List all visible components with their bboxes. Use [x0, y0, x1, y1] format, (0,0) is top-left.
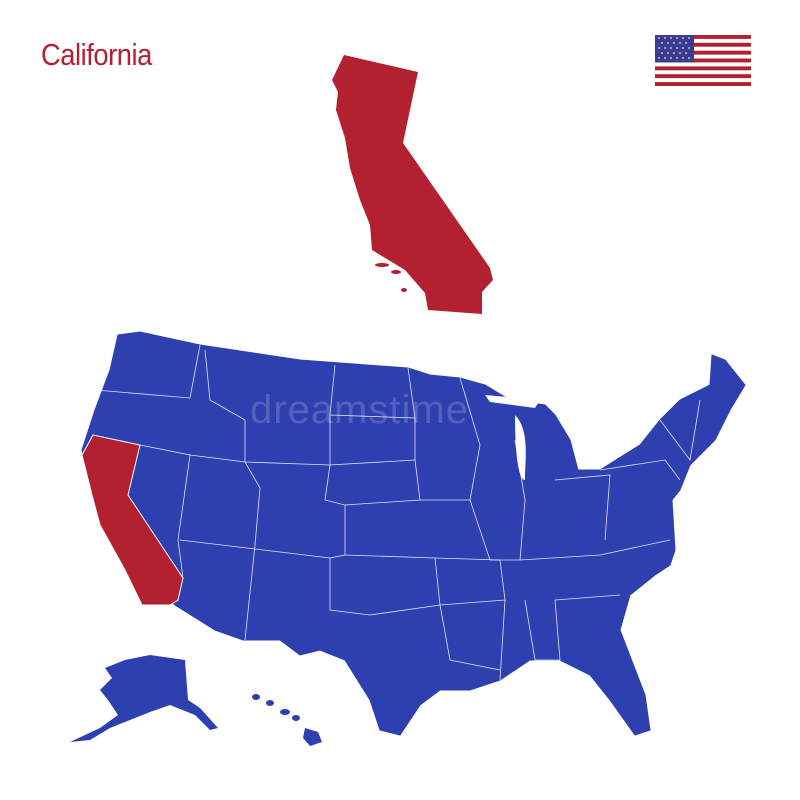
us-flag-icon	[655, 35, 751, 86]
great-lakes	[485, 395, 625, 480]
california-enlarged	[332, 55, 493, 314]
watermark: dreamstime	[250, 388, 469, 432]
alaska	[70, 655, 218, 742]
channel-islands	[375, 263, 407, 292]
california-state	[81, 434, 184, 606]
map-title: California	[41, 37, 152, 72]
hawaii	[252, 694, 322, 746]
contiguous-us	[81, 331, 746, 736]
state-borders	[94, 344, 701, 681]
